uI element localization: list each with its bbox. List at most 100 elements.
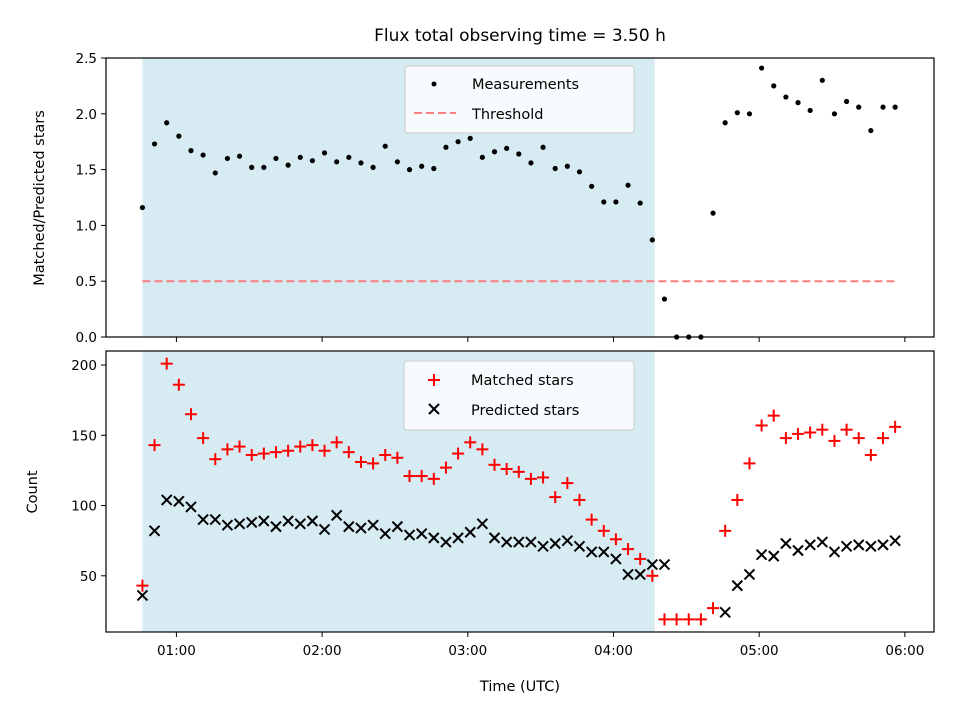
predicted-star-point (343, 520, 355, 533)
matched-star-point (148, 439, 161, 452)
top-y-tick-label: 2.0 (76, 107, 97, 123)
predicted-star-point (598, 546, 610, 558)
bottom-axes-frame (105, 350, 935, 633)
matched-star-point (367, 457, 380, 470)
top-legend-box (404, 65, 635, 134)
matched-star-point (282, 444, 295, 457)
measurement-point (601, 199, 607, 205)
measurement-point (200, 152, 206, 158)
top-plot-marks (139, 65, 898, 340)
top-panel: 0.0 0.5 1.0 1.5 2.0 2.5 Flux total observing … (32, 26, 935, 346)
measurement-point (394, 159, 400, 165)
matched-star-point (221, 443, 234, 456)
measurement-point (431, 165, 437, 172)
matched-star-point (306, 439, 319, 452)
measurement-point (139, 204, 146, 211)
x-axis-label: Time (UTC) (479, 679, 560, 695)
measurement-point (771, 83, 777, 89)
matched-star-point (816, 423, 829, 436)
legend-threshold-label: Threshold (471, 107, 543, 123)
predicted-star-point (719, 606, 731, 619)
measurement-point (589, 183, 595, 189)
measurement-point (188, 148, 194, 154)
top-legend: Measurements Threshold (404, 65, 635, 134)
matched-star-point (269, 446, 282, 459)
measurement-point (467, 135, 473, 141)
matched-star-point (658, 613, 671, 626)
predicted-star-point (403, 529, 416, 541)
matched-star-point (379, 448, 392, 461)
measurement-point (516, 151, 522, 157)
measurement-point (406, 167, 413, 173)
measurement-point (746, 111, 753, 117)
bottom-panel: 01:00 02:00 03:00 04:00 05:00 06:00 50 100 150 2… (25, 350, 935, 695)
predicted-star-point (379, 527, 391, 540)
top-y-ticks: 0.0 0.5 1.0 1.5 2.0 2.5 (76, 51, 106, 346)
matched-star-point (828, 434, 841, 447)
measurement-point (880, 104, 886, 110)
measurement-point (224, 155, 231, 162)
predicted-star-point (306, 515, 319, 527)
predicted-star-point (209, 513, 221, 526)
predicted-star-point (148, 525, 161, 537)
top-y-axis-label: Matched/Predicted stars (32, 110, 48, 286)
measurement-point (455, 139, 461, 145)
measurement-point (552, 165, 558, 172)
matched-star-point (294, 440, 307, 453)
predicted-star-point (428, 532, 440, 544)
predicted-star-point (476, 518, 489, 530)
measurement-point (370, 164, 376, 170)
predicted-star-point (853, 539, 865, 551)
legend-matched-marker (428, 374, 440, 386)
predicted-star-point (828, 546, 841, 558)
measurement-point (819, 77, 825, 83)
predicted-star-point (816, 536, 829, 548)
measurement-point (249, 164, 255, 170)
measurement-point (892, 104, 898, 110)
predicted-star-point (513, 536, 525, 548)
predicted-star-point (258, 515, 270, 527)
x-tick-label: 04:00 (594, 643, 633, 659)
matched-star-point (342, 446, 355, 459)
x-tick-label: 03:00 (448, 643, 487, 659)
bottom-y-tick-label: 200 (71, 358, 97, 374)
measurement-point (261, 164, 267, 170)
predicted-star-point (294, 518, 306, 530)
matched-star-point (804, 426, 817, 439)
top-y-tick-label: 1.5 (76, 163, 97, 179)
predicted-star-point (634, 568, 646, 581)
legend-measurements-label: Measurements (472, 77, 579, 93)
predicted-star-point (270, 520, 282, 533)
x-tick-label: 06:00 (885, 643, 924, 659)
measurement-point (783, 94, 789, 100)
predicted-star-point (318, 523, 331, 536)
bottom-y-axis-label: Count (25, 470, 41, 513)
matched-star-point (707, 602, 720, 615)
measurement-point (285, 162, 291, 168)
measurement-point (795, 100, 801, 106)
top-axes-frame (105, 57, 935, 338)
top-y-tick-label: 1.0 (76, 218, 97, 234)
predicted-star-point (525, 536, 537, 548)
matched-star-point (864, 448, 877, 461)
predicted-star-point (658, 558, 671, 571)
matched-star-point (136, 579, 149, 592)
measurement-point (868, 127, 874, 134)
measurement-point (831, 111, 838, 117)
predicted-star-point (500, 536, 513, 548)
predicted-star-point (355, 522, 367, 534)
matched-star-point (634, 552, 647, 565)
x-tick-label: 02:00 (303, 643, 342, 659)
matched-star-point (743, 457, 756, 470)
predicted-star-point (768, 550, 780, 562)
predicted-star-point (488, 532, 501, 544)
predicted-star-point (622, 568, 634, 581)
predicted-star-point (585, 546, 598, 558)
measurement-point (236, 153, 243, 159)
predicted-star-point (549, 537, 561, 550)
matched-star-point (537, 471, 550, 484)
measurement-point (443, 144, 449, 150)
legend-measurements-marker (431, 81, 437, 87)
matched-star-point (524, 472, 537, 485)
